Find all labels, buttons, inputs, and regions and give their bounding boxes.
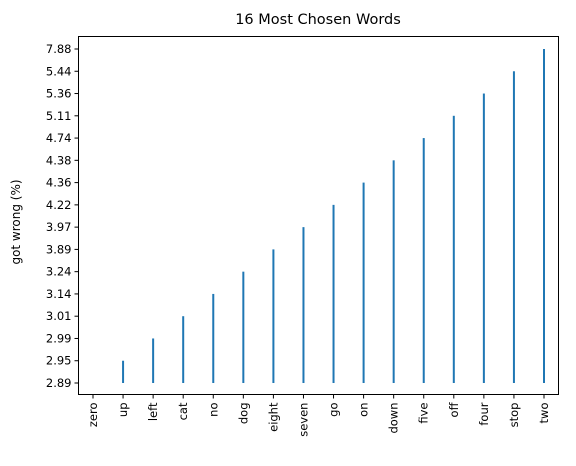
x-tick-label: dog	[236, 403, 250, 425]
y-tick-label: 3.01	[46, 309, 72, 323]
y-tick-label: 3.14	[46, 287, 72, 301]
y-tick-label: 4.74	[46, 131, 72, 145]
bar-eight	[272, 249, 275, 383]
y-tick-label: 5.11	[46, 109, 72, 123]
y-tick-label: 2.99	[46, 331, 72, 345]
x-axis: zero up left cat no dog eight seven go on down five…	[86, 394, 551, 437]
x-tick-label: five	[417, 403, 431, 424]
bar-cat	[182, 316, 185, 383]
bar-down	[392, 160, 395, 383]
x-tick-label: left	[146, 402, 160, 421]
bar-no	[212, 293, 215, 383]
y-tick-label: 4.22	[46, 198, 72, 212]
y-tick-label: 2.95	[46, 354, 72, 368]
x-tick-label: stop	[507, 403, 521, 428]
bar-left	[152, 338, 155, 383]
y-tick-label: 4.38	[46, 153, 72, 167]
bar-two	[543, 49, 545, 383]
y-axis-label: got wrong (%)	[9, 179, 23, 264]
chart-title: 16 Most Chosen Words	[235, 12, 401, 28]
x-tick-label: eight	[266, 402, 280, 432]
x-tick-label: four	[477, 402, 491, 425]
y-tick-label: 3.97	[46, 220, 72, 234]
y-tick-label: 5.36	[46, 87, 72, 101]
bar-four	[482, 93, 485, 384]
bar-dog	[242, 271, 245, 383]
y-axis: 2.89 2.95 2.99 3.01 3.14 3.24 3.89 3.97 4.22 4.36…	[46, 42, 79, 390]
bars-group	[122, 49, 545, 384]
y-tick-label: 3.24	[46, 265, 72, 279]
bar-off	[452, 115, 455, 384]
y-tick-label: 3.89	[46, 242, 72, 256]
x-tick-label: off	[447, 401, 461, 417]
x-tick-label: up	[116, 403, 130, 418]
bar-five	[422, 138, 425, 383]
x-tick-label: cat	[176, 402, 190, 420]
y-tick-label: 4.36	[46, 176, 72, 190]
x-tick-label: zero	[86, 403, 100, 428]
bar-seven	[302, 227, 305, 383]
bar-go	[332, 204, 335, 383]
bar-up	[122, 360, 125, 383]
y-tick-label: 5.44	[46, 64, 72, 78]
y-tick-label: 7.88	[46, 42, 72, 56]
x-tick-label: on	[357, 403, 371, 417]
x-tick-label: no	[206, 403, 220, 417]
bar-on	[362, 182, 365, 383]
x-tick-label: seven	[296, 403, 310, 437]
x-tick-label: down	[387, 403, 401, 434]
bar-stop	[512, 71, 515, 384]
x-tick-label: two	[537, 403, 551, 424]
x-tick-label: go	[327, 403, 341, 417]
y-tick-label: 2.89	[46, 376, 72, 390]
plot-frame	[78, 36, 559, 395]
